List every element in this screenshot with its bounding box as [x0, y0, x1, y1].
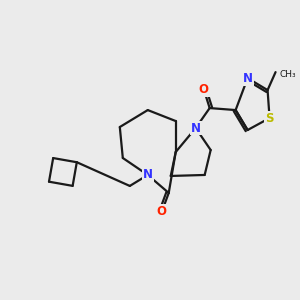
Text: O: O	[199, 82, 209, 96]
Text: N: N	[243, 72, 253, 85]
Text: O: O	[157, 206, 167, 218]
Text: N: N	[143, 169, 153, 182]
Text: N: N	[191, 122, 201, 134]
Text: CH₃: CH₃	[280, 70, 296, 79]
Text: S: S	[265, 112, 274, 124]
